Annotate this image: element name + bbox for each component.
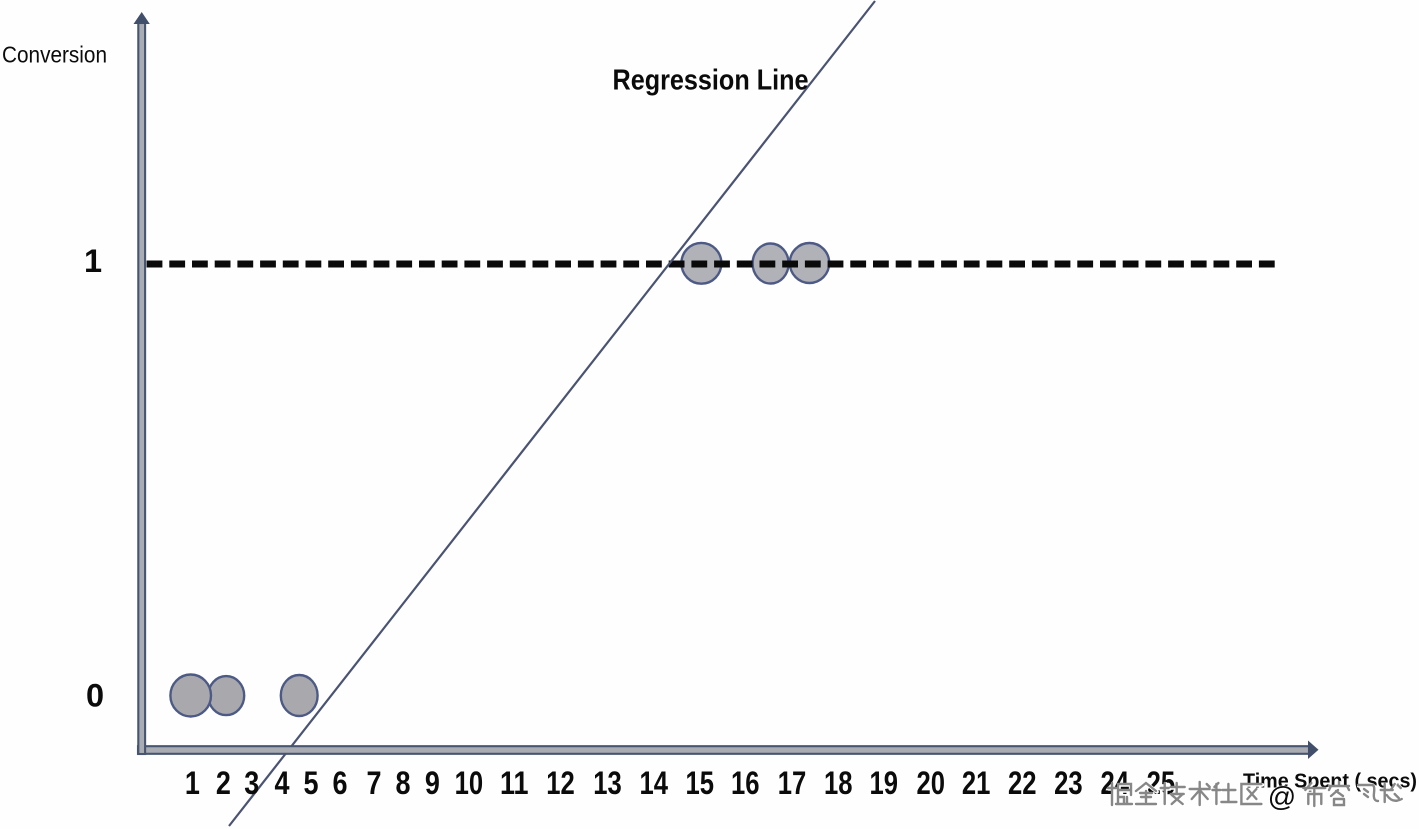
svg-text:6: 6 — [333, 765, 348, 801]
svg-text:3: 3 — [244, 765, 259, 801]
svg-text:20: 20 — [916, 765, 945, 801]
svg-text:0: 0 — [86, 678, 104, 714]
svg-text:2: 2 — [216, 765, 231, 801]
svg-text:14: 14 — [639, 765, 668, 801]
svg-text:Regression Line: Regression Line — [613, 65, 809, 97]
svg-text:10: 10 — [455, 765, 484, 801]
svg-text:21: 21 — [962, 765, 991, 801]
svg-text:13: 13 — [593, 765, 622, 801]
svg-text:4: 4 — [275, 765, 290, 801]
svg-text:19: 19 — [869, 765, 898, 801]
svg-text:5: 5 — [304, 765, 319, 801]
svg-text:22: 22 — [1008, 765, 1037, 801]
svg-text:@: @ — [1268, 781, 1296, 812]
svg-text:8: 8 — [396, 765, 411, 801]
svg-text:9: 9 — [425, 765, 440, 801]
svg-text:17: 17 — [778, 765, 807, 801]
svg-text:15: 15 — [686, 765, 715, 801]
svg-text:16: 16 — [731, 765, 760, 801]
svg-text:23: 23 — [1054, 765, 1083, 801]
svg-text:7: 7 — [367, 765, 382, 801]
svg-text:12: 12 — [546, 765, 575, 801]
svg-text:1: 1 — [185, 765, 200, 801]
svg-text:18: 18 — [824, 765, 853, 801]
svg-text:1: 1 — [84, 243, 102, 279]
svg-text:Conversion: Conversion — [2, 42, 107, 68]
svg-text:11: 11 — [500, 765, 529, 801]
